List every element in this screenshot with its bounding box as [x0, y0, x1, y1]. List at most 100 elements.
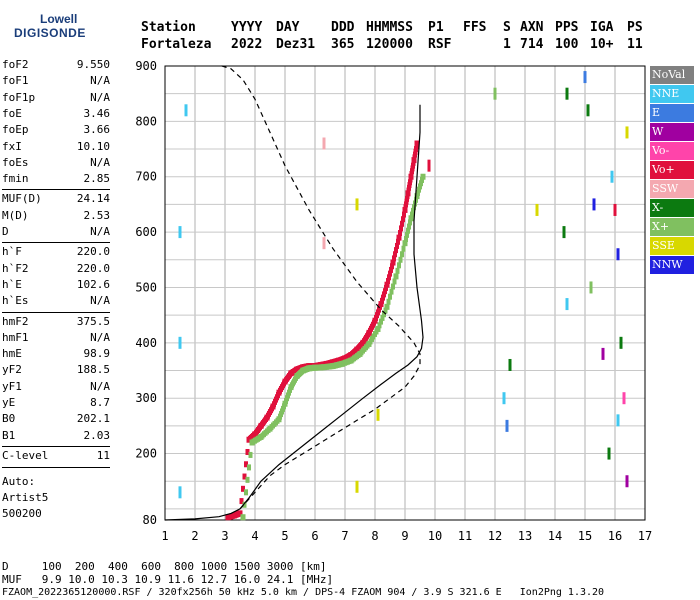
- echo-mark-trace-o-low: [414, 140, 420, 147]
- header-label: DAY: [276, 20, 300, 35]
- echo-mark-trace-x: [420, 176, 424, 183]
- interference-mark: [625, 475, 629, 488]
- legend-item-e: E: [650, 104, 694, 122]
- param-value: 24.14: [76, 192, 110, 206]
- footer-distance-row: D 100 200 400 600 800 1000 1500 3000 [km…: [2, 560, 327, 573]
- interference-mark: [586, 104, 590, 117]
- interference-mark: [535, 203, 539, 216]
- header-value: 11: [627, 37, 643, 52]
- param-value: 188.5: [76, 363, 110, 377]
- param-value: 8.7: [90, 396, 110, 409]
- x-tick-label: 9: [401, 529, 408, 543]
- echo-mark-trace-o-low: [380, 297, 384, 304]
- x-tick-label: 15: [578, 529, 592, 543]
- interference-mark: [589, 281, 593, 294]
- param-value: 98.9: [83, 347, 111, 361]
- echo-mark-trace-x: [382, 311, 386, 318]
- interference-mark: [508, 358, 512, 371]
- header-label: FFS: [463, 20, 487, 35]
- x-tick-label: 8: [371, 529, 378, 543]
- echo-mark-trace-o-low: [244, 461, 248, 468]
- param-row-fof2: foF2 9.550: [2, 58, 110, 74]
- param-name: hmE: [2, 347, 22, 361]
- param-value: N/A: [90, 74, 110, 88]
- echo-mark-trace-x: [400, 251, 404, 258]
- echo-mark-trace-o-low: [241, 485, 245, 492]
- echo-mark-trace-o-low: [392, 255, 396, 262]
- param-value: 11: [96, 448, 110, 462]
- legend-item-x: X-: [650, 199, 694, 217]
- param-row-hmf1: hmF1 N/A: [2, 331, 110, 347]
- header-value: 120000: [366, 37, 413, 52]
- interference-mark: [562, 226, 566, 239]
- y-tick-label: 200: [135, 447, 157, 461]
- echo-mark-trace-o-low: [387, 274, 391, 281]
- echo-mark-trace-x: [407, 223, 411, 230]
- param-separator: [2, 242, 110, 244]
- header-value: 1: [503, 37, 511, 52]
- param-value: 2.85: [83, 172, 111, 186]
- x-tick-label: 13: [518, 529, 532, 543]
- echo-mark-trace-x: [384, 303, 390, 310]
- interference-mark: [619, 336, 623, 349]
- param-row-hf2: h`F2 220.0: [2, 262, 110, 278]
- interference-mark: [583, 71, 587, 84]
- param-value: N/A: [90, 379, 110, 393]
- echo-mark-trace-x: [404, 236, 408, 243]
- param-value: 3.66: [83, 123, 111, 137]
- param-row-yf2: yF2 188.5: [2, 363, 110, 379]
- param-separator: [2, 445, 110, 447]
- param-row-yf1: yF1 N/A: [2, 380, 110, 396]
- echo-mark-trace-x: [240, 514, 246, 521]
- header-value: 365: [331, 37, 355, 52]
- param-row-he: h`E 102.6: [2, 278, 110, 294]
- legend-item-w: W: [650, 123, 694, 141]
- echo-mark-trace-o-low: [390, 259, 396, 266]
- echo-mark-trace-x: [386, 298, 391, 305]
- param-value: 102.6: [76, 277, 110, 291]
- param-name: foF1: [2, 74, 29, 88]
- echo-mark-trace-x: [395, 267, 400, 274]
- header-value: 100: [555, 37, 579, 52]
- x-tick-label: 1: [161, 529, 168, 543]
- param-row-hes: h`Es N/A: [2, 294, 110, 310]
- interference-mark: [322, 137, 326, 150]
- y-tick-label: 500: [135, 280, 157, 294]
- echo-mark-trace-o-low: [399, 225, 403, 232]
- param-value: 2.53: [83, 208, 111, 222]
- param-name: foEs: [2, 155, 29, 169]
- y-tick-label: 300: [135, 391, 157, 405]
- param-row-fxi: fxI 10.10: [2, 140, 110, 156]
- param-name: B1: [2, 428, 16, 442]
- echo-mark-trace-x: [412, 204, 416, 211]
- param-row-b0: B0 202.1: [2, 412, 110, 428]
- legend-item-vo: Vo-: [650, 142, 694, 160]
- interference-mark: [502, 392, 506, 405]
- param-name: D: [2, 225, 9, 238]
- legend-item-nnw: NNW: [650, 256, 694, 274]
- echo-mark-trace-x: [405, 231, 409, 238]
- param-value: N/A: [90, 155, 110, 169]
- echo-mark-trace-o-low: [383, 288, 387, 295]
- echo-mark-trace-x: [398, 256, 403, 263]
- interference-mark: [610, 170, 614, 183]
- interference-mark: [376, 408, 380, 421]
- footer-muf-row: MUF 9.9 10.0 10.3 10.9 11.6 12.7 16.0 24…: [2, 573, 334, 586]
- echo-mark-trace-x: [401, 245, 406, 252]
- echo-mark-trace-x: [388, 293, 392, 300]
- echo-mark-trace-x: [242, 501, 247, 508]
- echo-mark-trace-o-low: [237, 510, 243, 517]
- echo-mark-trace-o-low: [395, 242, 399, 249]
- interference-mark: [616, 248, 620, 261]
- echo-mark-trace-x: [408, 219, 412, 226]
- echo-mark-trace-x: [406, 227, 410, 234]
- echo-mark-trace-x: [247, 464, 251, 471]
- echo-mark-trace-x: [417, 186, 421, 193]
- param-name: MUF(D): [2, 192, 42, 206]
- echo-mark-trace-x: [248, 451, 253, 458]
- param-row-d: D N/A: [2, 225, 110, 241]
- echo-mark-trace-x: [377, 322, 382, 329]
- echo-mark-trace-o-low: [382, 291, 386, 298]
- header-value: Dez31: [276, 37, 316, 52]
- param-row-fof1p: foF1p N/A: [2, 91, 110, 107]
